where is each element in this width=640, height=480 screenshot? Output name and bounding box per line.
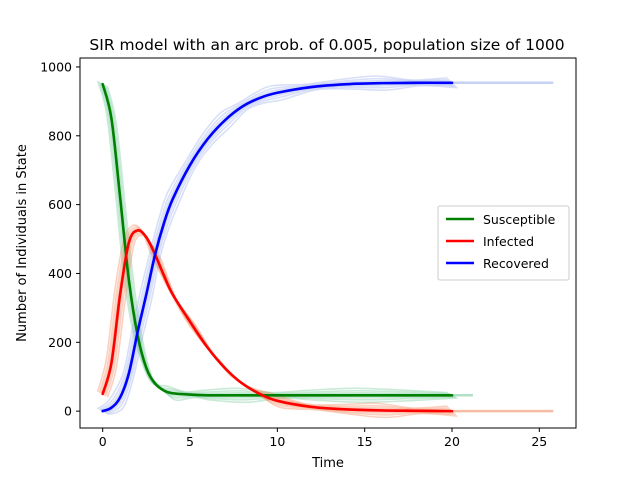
legend-box <box>437 205 570 281</box>
infected-run-line <box>105 232 456 416</box>
susceptible-run-line <box>98 81 450 395</box>
recovered-run-line <box>98 77 450 411</box>
susceptible-mean-line <box>101 82 454 397</box>
recovered-run-line <box>106 84 458 415</box>
plot-frame <box>79 57 577 429</box>
recovered-mean-line <box>101 81 454 413</box>
legend-label-infected: Infected <box>483 234 534 249</box>
x-axis-ticks: 0 5 10 15 20 25 <box>99 428 547 449</box>
y-tick-label: 800 <box>48 128 72 143</box>
chart-title: SIR model with an arc prob. of 0.005, po… <box>89 36 564 54</box>
susceptible-run-line <box>97 80 448 394</box>
susceptible-run-line <box>103 84 455 399</box>
legend-label-susceptible: Susceptible <box>483 212 556 227</box>
infected-mean-line <box>101 229 454 413</box>
y-axis-label: Number of Individuals in State <box>15 144 30 342</box>
y-tick-label: 0 <box>64 404 72 419</box>
y-tick-label: 200 <box>48 335 72 350</box>
legend: Susceptible Infected Recovered <box>437 205 570 281</box>
recovered-run-line <box>100 79 452 411</box>
y-tick-label: 600 <box>48 197 72 212</box>
susceptible-run-line <box>105 85 456 401</box>
susceptible-run-line <box>106 86 458 404</box>
x-tick-label: 10 <box>269 434 285 449</box>
x-tick-label: 25 <box>531 434 547 449</box>
x-tick-label: 0 <box>99 434 107 449</box>
infected-run-line <box>106 234 458 419</box>
recovered-run-line <box>105 83 456 414</box>
mean-lines <box>101 81 454 413</box>
x-tick-label: 20 <box>444 434 460 449</box>
x-axis-label: Time <box>311 456 344 471</box>
x-tick-label: 15 <box>357 434 373 449</box>
susceptible-run-line <box>101 82 453 396</box>
recovered-run-line <box>97 75 448 410</box>
recovered-run-line <box>103 82 455 413</box>
y-tick-label: 400 <box>48 266 72 281</box>
y-axis-ticks: 0 200 400 600 800 1000 <box>40 59 80 419</box>
y-tick-label: 1000 <box>40 59 72 74</box>
x-tick-label: 5 <box>186 434 194 449</box>
legend-label-recovered: Recovered <box>483 256 549 271</box>
